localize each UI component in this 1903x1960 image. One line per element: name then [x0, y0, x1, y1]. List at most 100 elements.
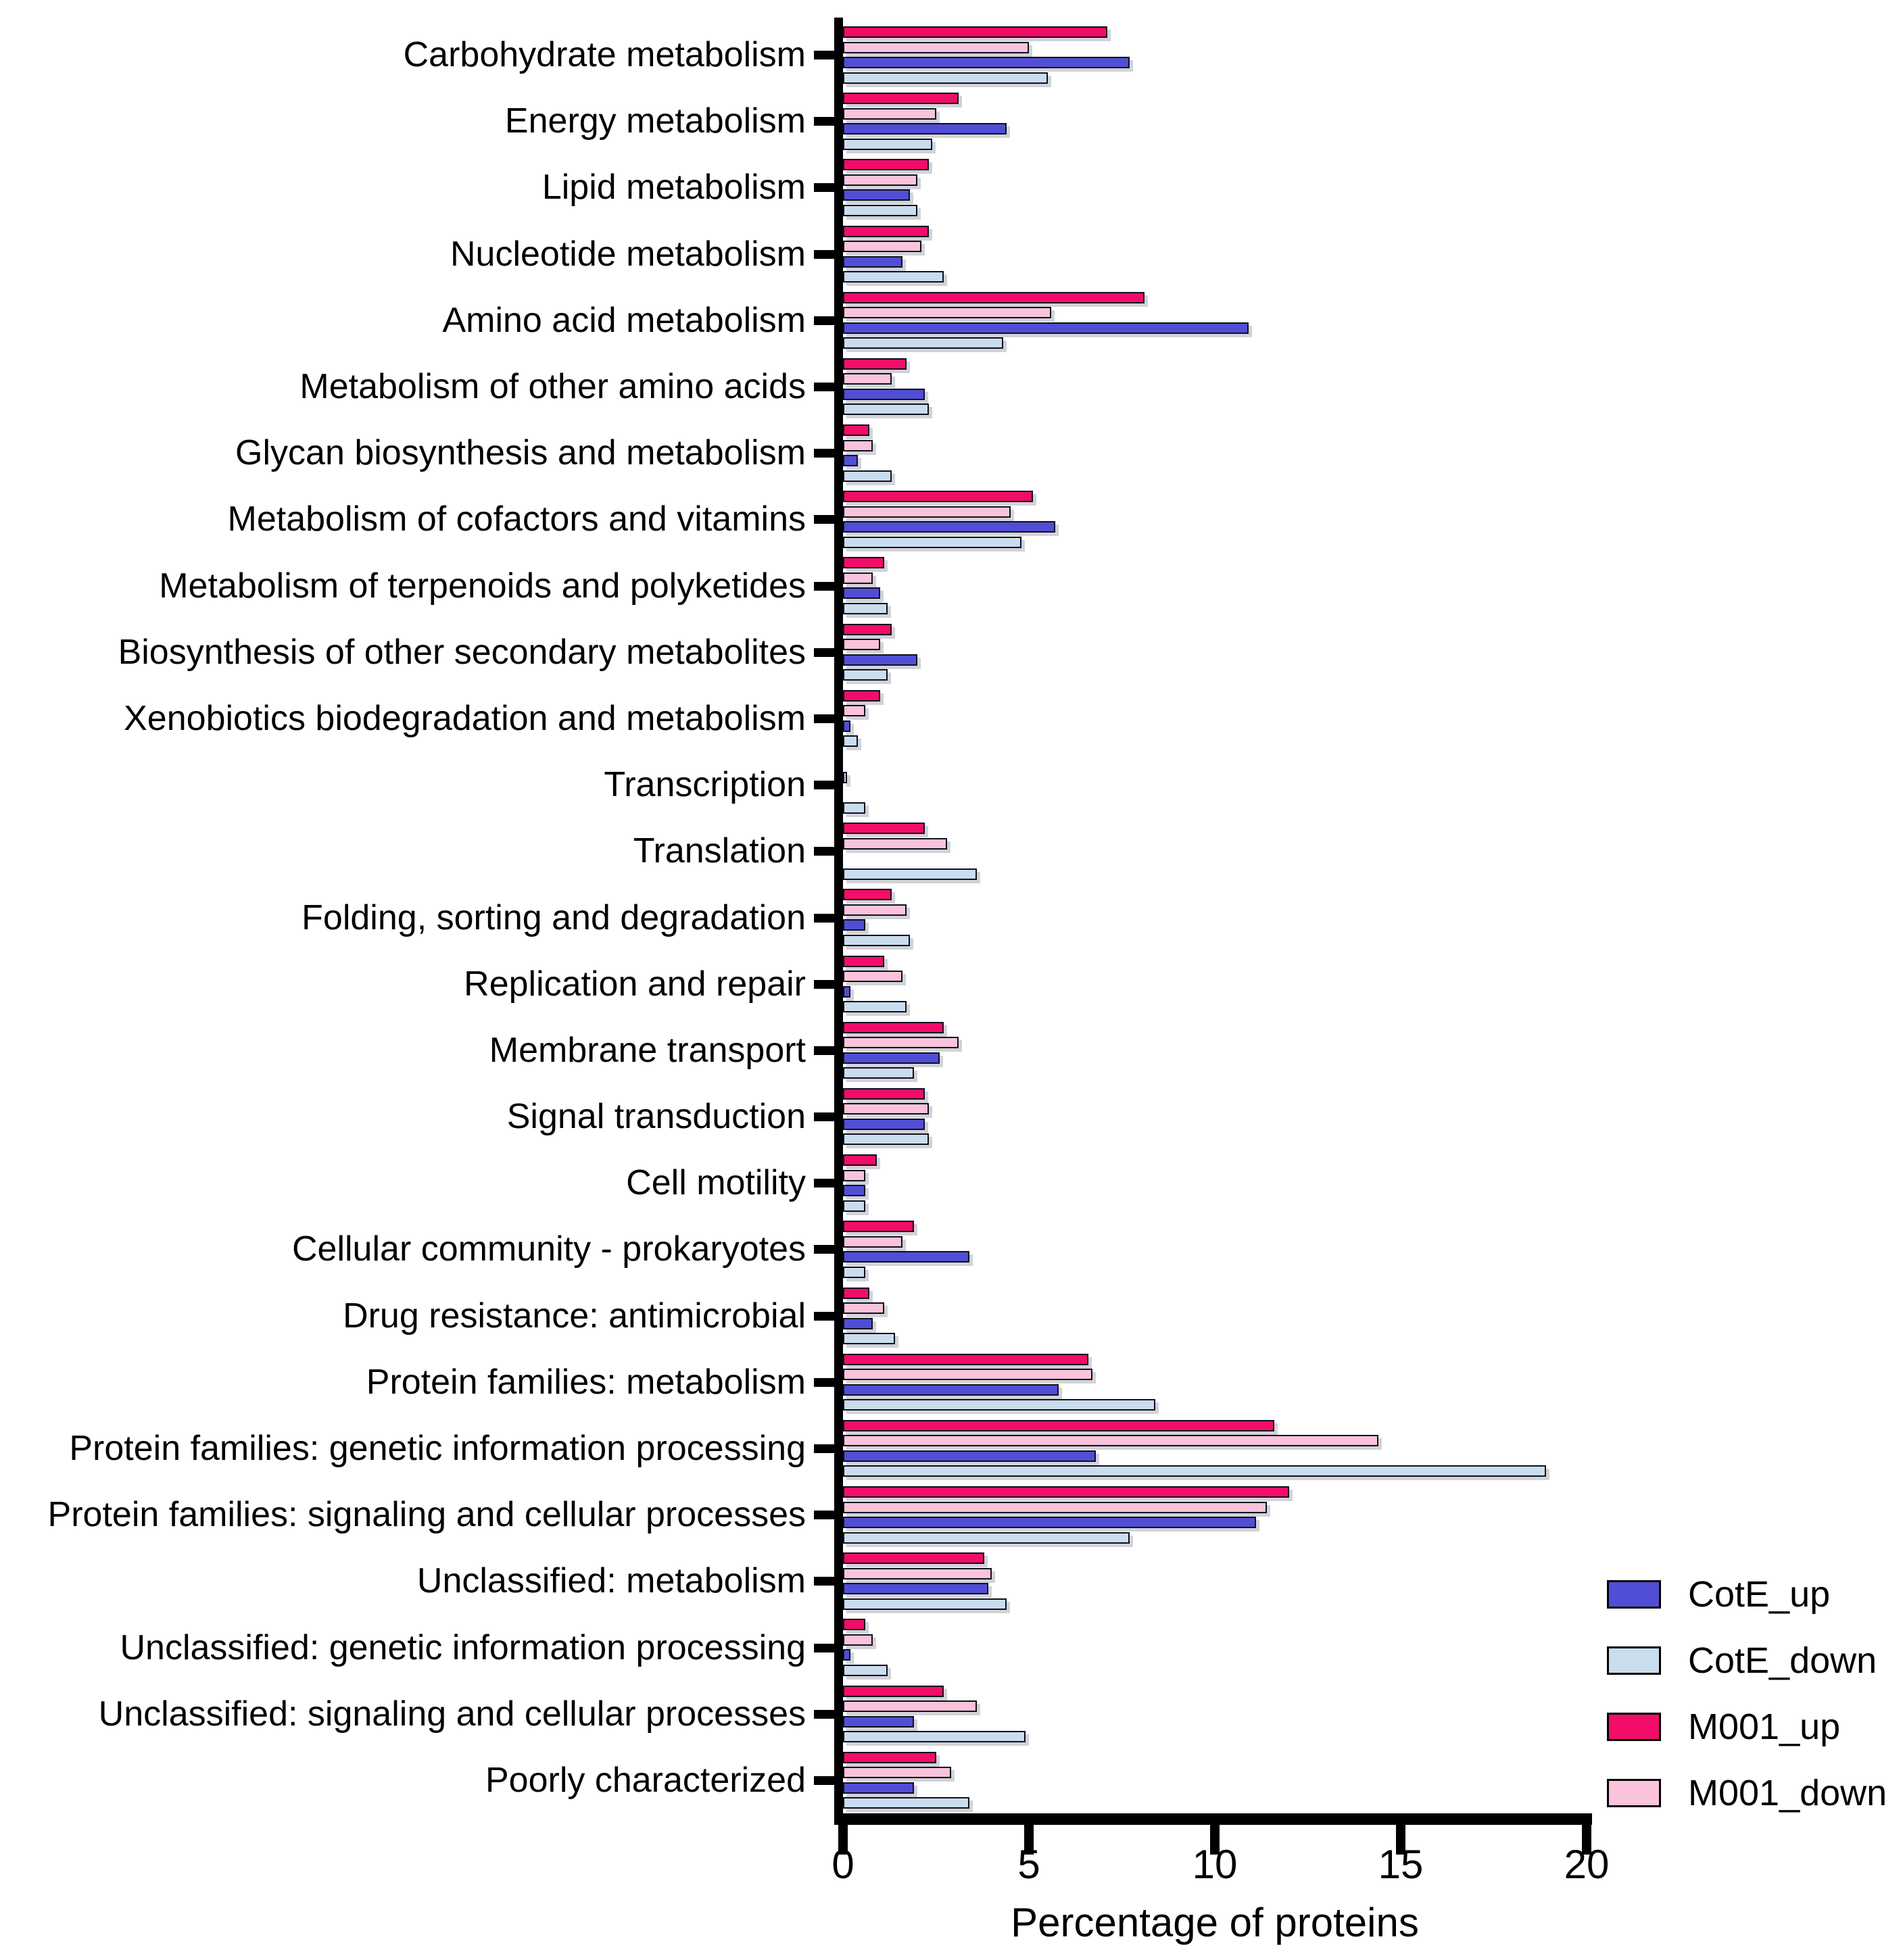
bar-CotE_down — [843, 1598, 1007, 1610]
bar-M001_down — [843, 971, 902, 983]
bar-CotE_up — [843, 1782, 914, 1794]
bar-M001_up — [843, 225, 929, 237]
y-axis-tick — [814, 183, 836, 193]
bar-CotE_down — [843, 1333, 895, 1345]
legend-swatch-M001_up — [1607, 1713, 1661, 1741]
bar-M001_down — [843, 41, 1029, 53]
y-axis-tick — [814, 1577, 836, 1586]
y-axis-tick — [814, 1046, 836, 1055]
y-axis-tick — [814, 515, 836, 524]
x-axis-tick — [1210, 1825, 1220, 1855]
category-label: Carbohydrate metabolism — [403, 35, 806, 75]
y-axis-tick — [814, 647, 836, 657]
bar-M001_down — [843, 1435, 1378, 1447]
bar-M001_down — [843, 639, 880, 651]
bar-CotE_down — [843, 72, 1048, 84]
bar-CotE_up — [843, 189, 910, 201]
x-axis-tick-label: 15 — [1378, 1842, 1424, 1887]
category-label: Biosynthesis of other secondary metaboli… — [118, 632, 806, 672]
legend-swatch-M001_down — [1607, 1779, 1661, 1807]
bar-CotE_down — [843, 669, 888, 681]
category-label: Metabolism of terpenoids and polyketides — [159, 566, 806, 606]
bar-M001_down — [843, 904, 907, 916]
y-axis-tick — [814, 51, 836, 60]
x-axis-tick-label: 5 — [1017, 1842, 1040, 1887]
bar-CotE_up — [843, 1517, 1256, 1529]
bar-M001_down — [843, 107, 936, 120]
bar-M001_up — [843, 823, 925, 835]
bar-M001_down — [843, 1767, 951, 1779]
x-axis-title: Percentage of proteins — [1011, 1900, 1419, 1945]
bar-CotE_down — [843, 536, 1021, 548]
y-axis-tick — [814, 1444, 836, 1453]
x-axis-tick-label: 0 — [832, 1842, 854, 1887]
y-axis-tick — [814, 117, 836, 126]
bar-CotE_down — [843, 1399, 1155, 1411]
bar-CotE_down — [843, 1797, 969, 1809]
bar-CotE_up — [843, 322, 1249, 334]
category-label: Xenobiotics biodegradation and metabolis… — [124, 698, 806, 738]
y-axis-tick — [814, 249, 836, 259]
bar-CotE_up — [843, 1383, 1059, 1396]
legend-swatch-CotE_down — [1607, 1646, 1661, 1675]
category-label: Metabolism of other amino acids — [299, 367, 806, 407]
bar-M001_up — [843, 424, 869, 437]
category-label: Glycan biosynthesis and metabolism — [235, 433, 806, 473]
bar-M001_down — [843, 705, 865, 717]
bar-CotE_up — [843, 720, 850, 732]
bar-CotE_down — [843, 1731, 1026, 1743]
legend-label-M001_down: M001_down — [1688, 1773, 1887, 1813]
bar-M001_down — [843, 174, 917, 186]
y-axis-tick — [814, 1643, 836, 1652]
bar-CotE_down — [843, 1200, 865, 1212]
y-axis-tick — [814, 1311, 836, 1321]
bar-CotE_down — [843, 1001, 907, 1013]
bar-CotE_up — [843, 587, 880, 599]
bar-M001_up — [843, 1221, 914, 1233]
bar-M001_up — [843, 1287, 869, 1299]
x-axis-line — [834, 1813, 1592, 1825]
category-label: Energy metabolism — [504, 101, 806, 141]
y-axis-tick — [814, 1179, 836, 1188]
category-label: Folding, sorting and degradation — [302, 898, 806, 937]
bar-CotE_up — [843, 57, 1130, 68]
bar-M001_down — [843, 572, 873, 584]
y-axis-tick — [814, 714, 836, 723]
y-axis-line — [834, 18, 843, 1825]
bar-M001_up — [843, 557, 884, 569]
bar-M001_down — [843, 373, 892, 385]
bar-M001_up — [843, 491, 1033, 503]
bar-M001_down — [843, 1369, 1092, 1381]
bar-CotE_down — [843, 470, 892, 482]
category-label: Drug resistance: antimicrobial — [343, 1296, 806, 1336]
bar-M001_down — [843, 439, 873, 451]
bar-CotE_up — [843, 654, 917, 666]
category-label: Unclassified: genetic information proces… — [120, 1627, 806, 1667]
bar-M001_up — [843, 291, 1145, 303]
category-label: Nucleotide metabolism — [450, 234, 806, 274]
y-axis-tick — [814, 847, 836, 856]
category-label: Protein families: metabolism — [366, 1362, 806, 1402]
bar-M001_up — [843, 26, 1107, 38]
bar-CotE_down — [843, 735, 858, 748]
bar-CotE_down — [843, 1664, 888, 1676]
bar-CotE_up — [843, 1649, 850, 1661]
bar-M001_up — [843, 1685, 944, 1697]
bar-CotE_down — [843, 934, 910, 946]
bar-CotE_down — [843, 602, 888, 614]
bar-M001_up — [843, 1021, 944, 1033]
y-axis-tick — [814, 1511, 836, 1520]
bar-CotE_up — [843, 1185, 865, 1197]
bar-M001_up — [843, 1486, 1289, 1498]
bar-M001_down — [843, 1235, 902, 1248]
bar-CotE_up — [843, 985, 850, 998]
category-label: Cell motility — [626, 1163, 806, 1203]
legend-label-CotE_up: CotE_up — [1688, 1574, 1831, 1615]
bar-M001_down — [843, 307, 1051, 319]
x-axis-tick — [1396, 1825, 1405, 1855]
bar-CotE_up — [843, 919, 865, 931]
x-axis-tick — [1582, 1825, 1591, 1855]
bar-CotE_up — [843, 123, 1007, 135]
category-label: Amino acid metabolism — [442, 300, 806, 340]
